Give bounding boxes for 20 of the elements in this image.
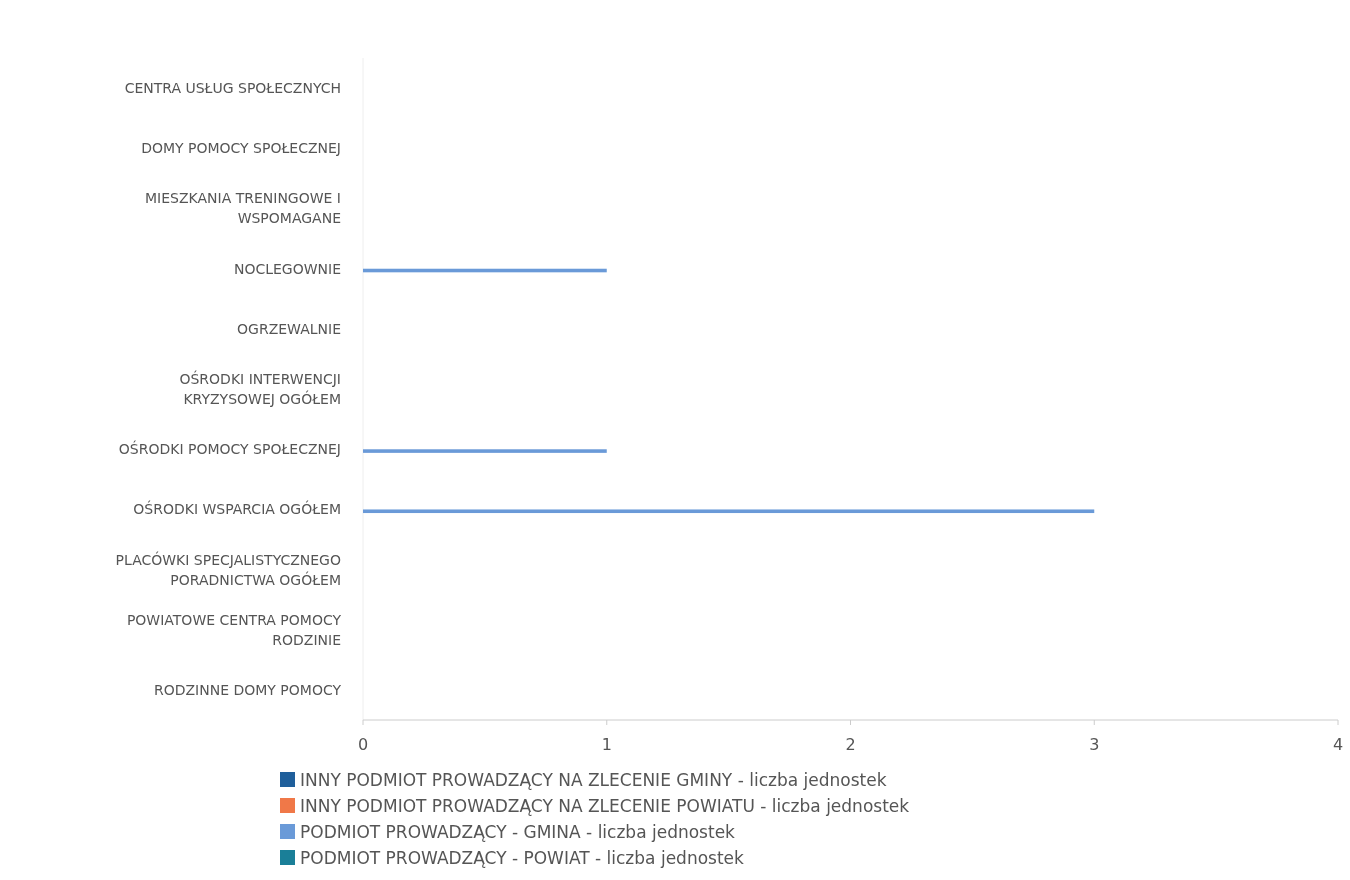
x-tick-label: 3 (1089, 735, 1100, 754)
x-tick-label: 2 (845, 735, 856, 754)
y-tick-label: MIESZKANIA TRENINGOWE I WSPOMAGANE (144, 190, 341, 227)
y-tick-label: PLACÓWKI SPECJALISTYCZNEGO PORADNICTWA OGÓŁEM (115, 550, 341, 588)
y-tick-label: OŚRODKI POMOCY SPOŁECZNEJ (118, 440, 341, 458)
y-tick-label: OŚRODKI WSPARCIA OGÓŁEM (133, 500, 341, 518)
y-tick-label: OŚRODKI INTERWENCJI KRYZYSOWEJ OGÓŁEM (179, 370, 341, 407)
legend-label: INNY PODMIOT PROWADZĄCY NA ZLECENIE POWIATU - liczba jednostek (300, 796, 910, 816)
legend-label: INNY PODMIOT PROWADZĄCY NA ZLECENIE GMINY - liczba jednostek (300, 770, 887, 790)
y-tick-label: OGRZEWALNIE (237, 320, 341, 337)
x-tick-label: 0 (357, 735, 369, 754)
x-tick-label: 1 (601, 735, 612, 754)
x-tick-label: 4 (1332, 735, 1344, 754)
y-tick-label: CENTRA USŁUG SPOŁECZNYCH (124, 80, 341, 97)
y-tick-label: DOMY POMOCY SPOŁECZNEJ (141, 140, 341, 157)
legend-label: PODMIOT PROWADZĄCY - POWIAT - liczba jednostek (300, 848, 745, 868)
legend-label: PODMIOT PROWADZĄCY - GMINA - liczba jednostek (300, 822, 736, 842)
y-tick-label: RODZINNE DOMY POMOCY (153, 681, 342, 698)
y-tick-label: NOCLEGOWNIE (233, 260, 341, 277)
y-tick-label: POWIATOWE CENTRA POMOCY RODZINIE (126, 611, 342, 648)
